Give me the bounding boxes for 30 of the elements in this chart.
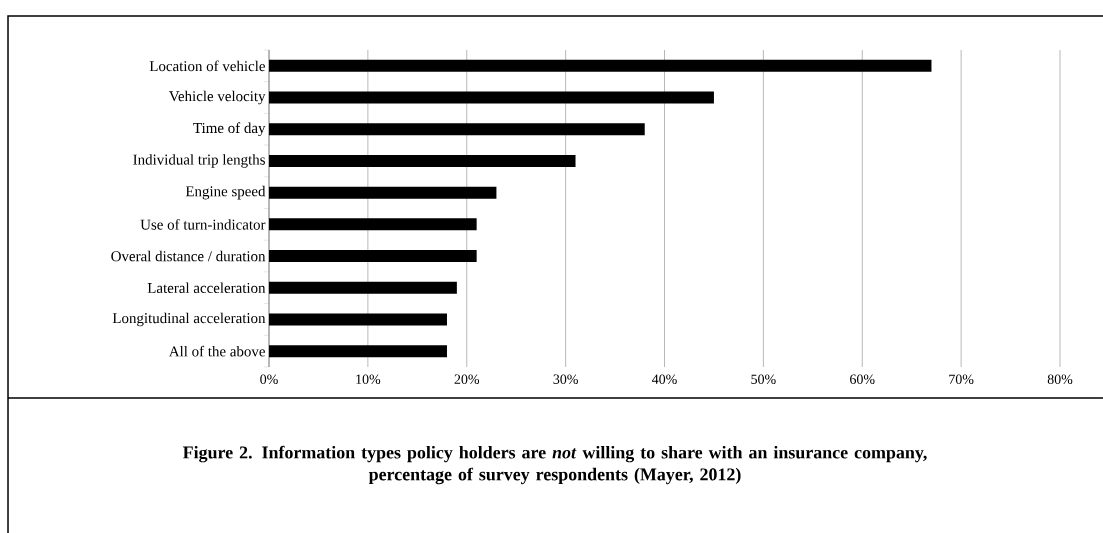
x-tick-label: 40% bbox=[651, 374, 677, 384]
y-tick-label: Time of day bbox=[193, 122, 266, 137]
y-tick-label: Engine speed bbox=[185, 185, 266, 200]
bar bbox=[269, 91, 714, 104]
bar bbox=[269, 59, 932, 72]
y-tick-label: Lateral acceleration bbox=[147, 282, 266, 293]
y-tick-label: Overal distance / duration bbox=[111, 250, 266, 262]
bar bbox=[269, 123, 645, 136]
x-tick-label: 60% bbox=[850, 374, 875, 384]
bar bbox=[269, 154, 576, 167]
bar bbox=[269, 281, 457, 294]
y-tick-label: All of the above bbox=[168, 345, 265, 357]
x-tick-label: 50% bbox=[751, 374, 776, 384]
y-tick-label: Location of vehicle bbox=[149, 60, 265, 72]
y-tick-label: Individual trip lengths bbox=[133, 154, 265, 168]
bar bbox=[269, 218, 477, 231]
bar bbox=[269, 250, 477, 263]
bar bbox=[269, 345, 447, 358]
text: Figure 2. Information types policy holders are not willing to share with an insurance company, percentage of survey respondents (Mayer, 2012) bbox=[182, 445, 927, 485]
x-tick-label: 70% bbox=[949, 374, 974, 384]
bar bbox=[269, 186, 497, 199]
x-tick-label: 30% bbox=[553, 374, 578, 384]
y-tick-label: Longitudinal acceleration bbox=[112, 312, 266, 327]
x-tick-label: 80% bbox=[1047, 374, 1073, 384]
y-tick-label: Vehicle velocity bbox=[168, 90, 266, 105]
bar bbox=[269, 313, 447, 326]
x-tick-label: 0% bbox=[260, 374, 278, 384]
x-tick-label: 20% bbox=[454, 374, 480, 384]
x-tick-label: 10% bbox=[356, 374, 381, 384]
y-tick-label: Use of turn-indicator bbox=[140, 219, 266, 230]
